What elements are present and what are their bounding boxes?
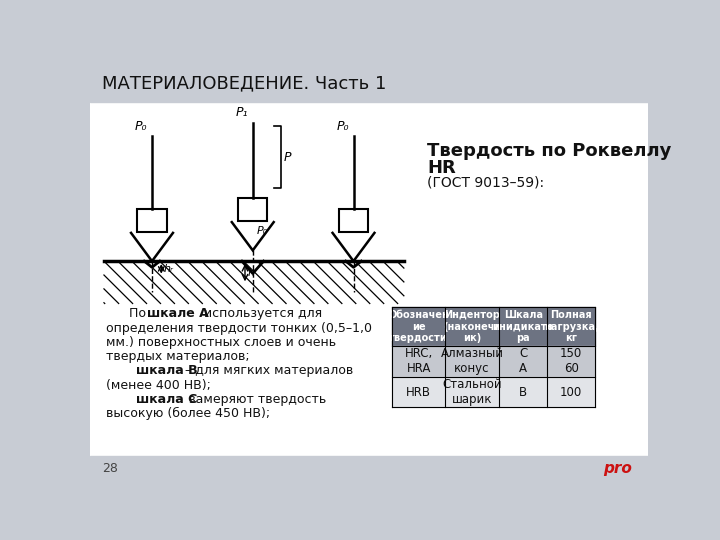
Text: P₀: P₀ [135, 120, 148, 133]
Text: (менее 400 НВ);: (менее 400 НВ); [106, 379, 210, 392]
Text: используется для: используется для [196, 307, 323, 320]
Text: Алмазный
конус: Алмазный конус [441, 347, 503, 375]
Text: твердых материалов;: твердых материалов; [106, 350, 249, 363]
Text: P₀: P₀ [256, 226, 268, 236]
Text: 150
60: 150 60 [560, 347, 582, 375]
Bar [392, 377, 595, 408]
Text: Индентор
(наконечн
ик): Индентор (наконечн ик) [443, 310, 501, 343]
Text: Полная
нагрузка,
кг: Полная нагрузка, кг [544, 310, 598, 343]
Bar [90, 456, 648, 481]
Bar [392, 346, 595, 377]
Bar [90, 102, 648, 456]
Text: С
А: С А [519, 347, 527, 375]
Text: P: P [284, 151, 292, 164]
Text: Шкала
инидикато
ра: Шкала инидикато ра [492, 310, 554, 343]
Text: HRB: HRB [406, 386, 431, 399]
Text: По: По [129, 307, 150, 320]
Text: замеряют твердость: замеряют твердость [181, 393, 326, 406]
Text: шкале А: шкале А [148, 307, 209, 320]
Text: hᵣ: hᵣ [163, 264, 174, 274]
Text: мм.) поверхностных слоев и очень: мм.) поверхностных слоев и очень [106, 336, 336, 349]
Text: – для мягких материалов: – для мягких материалов [181, 364, 353, 377]
Text: шкала С: шкала С [137, 393, 198, 406]
Text: В: В [519, 386, 527, 399]
Text: МАТЕРИАЛОВЕДЕНИЕ. Часть 1: МАТЕРИАЛОВЕДЕНИЕ. Часть 1 [102, 75, 387, 92]
Text: HRC,
HRA: HRC, HRA [405, 347, 433, 375]
Text: высокую (более 450 НВ);: высокую (более 450 НВ); [106, 407, 269, 420]
Text: h: h [248, 268, 254, 278]
Text: (ГОСТ 9013–59):: (ГОСТ 9013–59): [427, 176, 544, 190]
Text: 100: 100 [560, 386, 582, 399]
Bar [339, 209, 368, 232]
Bar [392, 307, 595, 346]
Bar [90, 65, 648, 102]
Text: 28: 28 [102, 462, 118, 475]
Text: HR: HR [427, 159, 456, 177]
Bar [138, 209, 167, 232]
Text: определения твердости тонких (0,5–1,0: определения твердости тонких (0,5–1,0 [106, 322, 372, 335]
Text: P₁: P₁ [235, 106, 248, 119]
Text: Обозначен
ие
твердости: Обозначен ие твердости [388, 310, 449, 343]
Text: Твердость по Роквеллу: Твердость по Роквеллу [427, 142, 672, 160]
Text: шкала В: шкала В [137, 364, 198, 377]
Text: pro: pro [603, 461, 632, 476]
Text: P₀: P₀ [336, 120, 349, 133]
Text: Стальной
шарик: Стальной шарик [442, 378, 502, 406]
Bar [238, 198, 267, 221]
